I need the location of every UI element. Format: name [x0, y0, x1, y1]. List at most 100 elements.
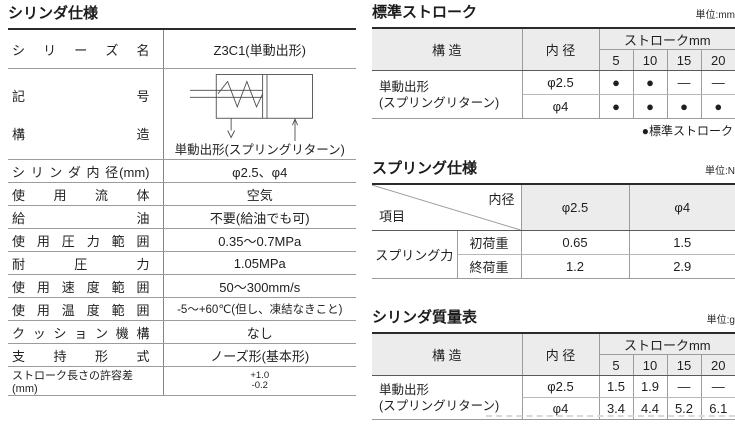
spring-spec-title: スプリング仕様 [372, 160, 478, 177]
col-header-structure: 構 造 [372, 333, 522, 376]
diagonal-header-cell: 内径 項目 [372, 184, 521, 231]
col-header-stroke: ストロークmm [598, 333, 735, 355]
diagonal-line [372, 185, 521, 230]
spec-value: 0.35～0.7MPa [163, 228, 356, 252]
spec-value: 50～300mm/s [163, 274, 356, 298]
table-row: φ4 3.4 4.4 5.2 6.1 [372, 397, 735, 420]
spec-row: 使 用 温 度 範 囲 -5～+60℃(但し、凍結なきこと) [8, 297, 356, 321]
cylinder-mass-title: シリンダ質量表 [372, 309, 478, 326]
spec-value-tolerance: +1.0 -0.2 [163, 366, 356, 396]
stroke-cell: — [700, 70, 735, 95]
load-value: 2.9 [628, 254, 735, 279]
spec-value-diagram: 単動出形(スプリングリターン) [163, 68, 356, 160]
standard-stroke-unit: 単位:mm [695, 10, 735, 21]
stroke-cell: ● [632, 70, 667, 95]
spec-value: 空気 [163, 182, 356, 206]
standard-stroke-title: 標準ストローク [372, 4, 478, 21]
stroke-size-header: 15 [666, 354, 701, 376]
right-column: 標準ストローク 単位:mm 構 造 内 径 ストロークmm 5 10 15 20 [372, 0, 735, 420]
spec-value: -5～+60℃(但し、凍結なきこと) [163, 297, 356, 321]
mass-cell: 3.4 [598, 397, 633, 420]
spring-spec-section: スプリング仕様 単位:N 内径 項目 φ2.5 [372, 160, 735, 279]
structure-cell: 単動出形 (スプリングリターン) [379, 79, 500, 110]
stroke-cell: — [666, 70, 701, 95]
row-group-label: スプリング力 [375, 248, 454, 263]
header-row: 内径 項目 φ2.5 φ4 [372, 184, 735, 231]
stroke-size-header: 10 [632, 49, 667, 71]
spec-row: 支 持 形 式 ノーズ形(基本形) [8, 343, 356, 367]
spec-row: シ リ ン ダ 内 径(mm) φ2.5、φ4 [8, 159, 356, 183]
symbol-label: 記 号 [12, 88, 150, 104]
spec-row: 給 油 不要(給油でも可) [8, 205, 356, 229]
spec-row: 使 用 速 度 範 囲 50～300mm/s [8, 274, 356, 298]
cylinder-spec-table: シ リ ー ズ 名 Z3C1(単動出形) 記 号 構 造 [8, 28, 356, 396]
spec-label: 耐 圧 力 [8, 251, 164, 275]
bore-cell: φ2.5 [521, 375, 599, 398]
spec-row: ク ッ シ ョ ン 機 構 なし [8, 320, 356, 344]
bore-cell: φ4 [521, 94, 599, 119]
stroke-cell: ● [700, 94, 735, 119]
cylinder-spec-title: シリンダ仕様 [8, 5, 99, 22]
tolerance-plus: +1.0 [250, 370, 270, 381]
structure-label: 構 造 [12, 126, 150, 142]
spring-spec-table: 内径 項目 φ2.5 φ4 スプリング力 初荷重 0.65 1.5 終荷重 [372, 183, 735, 279]
stroke-size-header: 15 [666, 49, 701, 71]
table-row: スプリング力 初荷重 0.65 1.5 [372, 230, 735, 263]
spec-row-symbol-structure: 記 号 構 造 [8, 68, 356, 160]
structure-cell: 単動出形 (スプリングリターン) [379, 382, 500, 413]
stroke-size-header: 5 [598, 49, 633, 71]
stroke-cell: ● [632, 94, 667, 119]
stroke-cell: ● [598, 70, 633, 95]
bore-col-header: φ2.5 [520, 184, 629, 231]
table-row: φ4 ● ● ● ● [372, 94, 735, 119]
bore-col-header: φ4 [628, 184, 735, 231]
mass-cell: — [700, 375, 735, 398]
spec-label: 使 用 圧 力 範 囲 [8, 228, 164, 252]
load-value: 1.2 [520, 254, 629, 279]
spec-label-series: シ リ ー ズ 名 [8, 29, 164, 69]
spec-value: 不要(給油でも可) [163, 205, 356, 229]
cylinder-symbol-diagram [189, 74, 313, 141]
spec-value: φ2.5、φ4 [163, 159, 356, 183]
spec-row: 使 用 流 体 空気 [8, 182, 356, 206]
col-header-stroke: ストロークmm [598, 28, 735, 50]
bore-cell: φ2.5 [521, 70, 599, 95]
spec-label-tolerance: ストローク長さの許容差(mm) [8, 366, 164, 396]
spec-label-symbol-structure: 記 号 構 造 [8, 68, 164, 160]
diagram-caption: 単動出形(スプリングリターン) [174, 143, 345, 157]
spec-label: ク ッ シ ョ ン 機 構 [8, 320, 164, 344]
mass-cell: 5.2 [666, 397, 701, 420]
col-header-structure: 構 造 [372, 28, 522, 71]
load-label: 初荷重 [456, 230, 521, 255]
faint-dashed-mark [486, 415, 735, 417]
spec-row: 耐 圧 力 1.05MPa [8, 251, 356, 275]
mass-cell: 1.9 [632, 375, 667, 398]
bore-cell: φ4 [521, 397, 599, 420]
col-header-bore: 内 径 [521, 333, 599, 376]
stroke-cell: ● [598, 94, 633, 119]
diagonal-header-item: 項目 [379, 209, 406, 224]
spec-value-series: Z3C1(単動出形) [163, 29, 356, 69]
cylinder-spec-section: シリンダ仕様 シ リ ー ズ 名 Z3C1(単動出形) 記 号 構 造 [8, 5, 356, 396]
stroke-size-header: 20 [700, 354, 735, 376]
spec-row-tolerance: ストローク長さの許容差(mm) +1.0 -0.2 [8, 366, 356, 396]
stroke-cell: ● [666, 94, 701, 119]
stroke-size-header: 5 [598, 354, 633, 376]
load-value: 1.5 [628, 230, 735, 255]
spec-row-series: シ リ ー ズ 名 Z3C1(単動出形) [8, 29, 356, 69]
cylinder-mass-table: 構 造 内 径 ストロークmm 5 10 15 20 単動出形 (スプリングリタ… [372, 332, 735, 420]
spec-label: シ リ ン ダ 内 径(mm) [8, 159, 164, 183]
stroke-size-header: 20 [700, 49, 735, 71]
load-label: 終荷重 [456, 254, 521, 279]
standard-stroke-section: 標準ストローク 単位:mm 構 造 内 径 ストロークmm 5 10 15 20 [372, 4, 735, 139]
spec-label: 支 持 形 式 [8, 343, 164, 367]
standard-stroke-table: 構 造 内 径 ストロークmm 5 10 15 20 単動出形 (スプリングリタ… [372, 27, 735, 119]
mass-cell: 4.4 [632, 397, 667, 420]
spec-label: 使 用 温 度 範 囲 [8, 297, 164, 321]
spec-value: 1.05MPa [163, 251, 356, 275]
diagonal-header-bore: 内径 [488, 192, 515, 207]
spec-value: ノーズ形(基本形) [163, 343, 356, 367]
table-row: 単動出形 (スプリングリターン) φ2.5 ● ● — — [372, 70, 735, 110]
spec-label: 使 用 速 度 範 囲 [8, 274, 164, 298]
